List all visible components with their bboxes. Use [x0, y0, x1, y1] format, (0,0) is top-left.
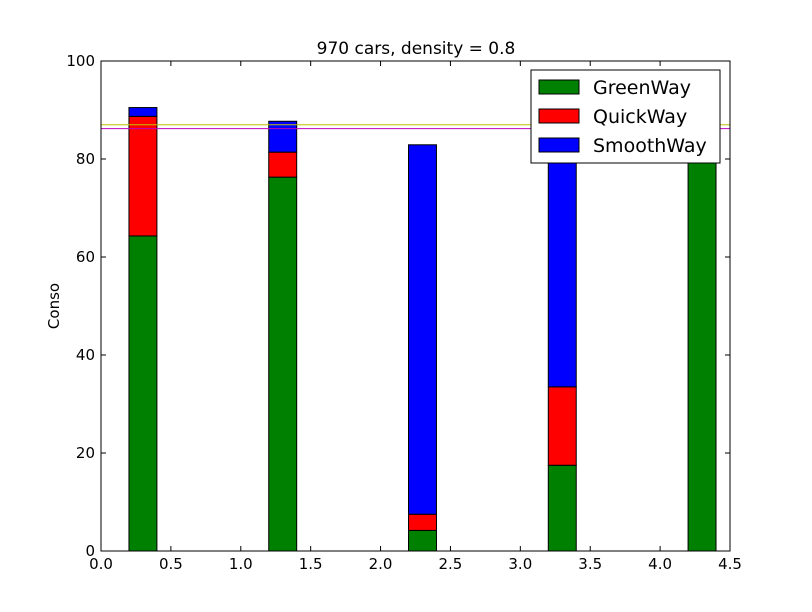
legend-label-smoothway: SmoothWay [593, 135, 707, 157]
x-tick-label: 4.0 [648, 555, 672, 573]
legend-label-greenway: GreenWay [593, 77, 691, 99]
x-tick-label: 2.5 [439, 555, 463, 573]
x-tick-label: 3.5 [578, 555, 602, 573]
y-axis-label: Conso [45, 283, 63, 329]
y-tick-label: 60 [76, 248, 95, 266]
y-tick-label: 40 [76, 346, 95, 364]
x-tick-label: 3.0 [508, 555, 532, 573]
bar-smoothway-2 [408, 144, 437, 515]
legend-swatch-quickway [538, 108, 580, 124]
bar-greenway-3 [547, 464, 577, 552]
x-tick-label: 4.5 [718, 555, 742, 573]
legend-label-quickway: QuickWay [593, 106, 687, 128]
bar-smoothway-0 [128, 107, 158, 117]
y-tick-label: 20 [76, 444, 95, 462]
bar-smoothway-3 [547, 141, 577, 388]
x-ticks: 0.0 0.5 1.0 1.5 2.0 2.5 3.0 3.5 4.0 4.5 [89, 61, 742, 573]
bar-quickway-1 [268, 151, 298, 178]
bars-layer [128, 107, 717, 552]
bar-greenway-0 [128, 235, 158, 552]
bar-quickway-0 [128, 115, 158, 237]
bar-greenway-2 [408, 529, 437, 552]
bar-quickway-2 [408, 513, 437, 531]
bar-quickway-3 [547, 386, 577, 466]
legend-swatch-greenway [538, 79, 580, 95]
x-tick-label: 1.0 [229, 555, 253, 573]
y-tick-label: 100 [66, 52, 95, 70]
legend-swatch-smoothway [538, 137, 580, 153]
bar-greenway-1 [268, 176, 298, 552]
x-tick-label: 1.5 [299, 555, 323, 573]
plot-frame [100, 60, 731, 552]
chart-title: 970 cars, density = 0.8 [317, 39, 516, 59]
x-tick-label: 2.0 [369, 555, 393, 573]
y-tick-label: 80 [76, 150, 95, 168]
y-tick-label: 0 [85, 542, 95, 560]
bar-smoothway-1 [268, 120, 298, 153]
x-tick-label: 0.5 [159, 555, 183, 573]
x-tick-label: 0.0 [89, 555, 113, 573]
legend: GreenWay QuickWay SmoothWay [530, 69, 721, 164]
bar-greenway-4 [687, 124, 717, 552]
y-ticks: 0 20 40 60 80 100 [66, 52, 730, 560]
